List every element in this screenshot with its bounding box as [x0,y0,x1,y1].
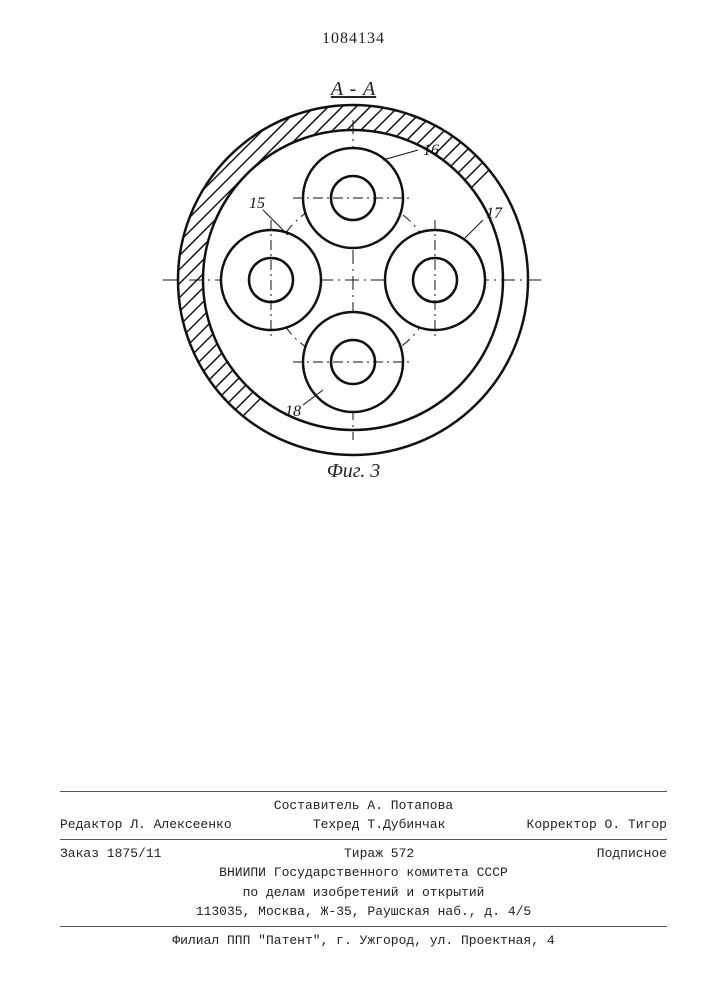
label-16: 16 [423,142,439,159]
footer-org1: ВНИИПИ Государственного комитета СССР [60,863,667,883]
footer-order: Заказ 1875/11 [60,844,161,864]
document-number: 1084134 [0,30,707,48]
label-17: 17 [486,205,503,222]
bore-18 [293,312,413,412]
footer-tech: Техред Т.Дубинчак [313,815,446,835]
footer-editor: Редактор Л. Алексеенко [60,815,232,835]
leader-16 [383,150,418,160]
footer-corrector: Корректор О. Тигор [527,815,667,835]
footer-address1: 113035, Москва, Ж-35, Раушская наб., д. … [60,902,667,922]
footer-address2: Филиал ППП "Патент", г. Ужгород, ул. Про… [60,931,667,951]
label-18: 18 [285,403,301,420]
footer-tirage: Тираж 572 [344,844,414,864]
section-label: A - A [0,78,707,101]
leader-17 [463,220,483,240]
label-15: 15 [249,195,265,212]
page: 1084134 A - A [0,0,707,1000]
footer-org2: по делам изобретений и открытий [60,883,667,903]
bore-15 [221,220,321,340]
figure-label: Фиг. 3 [0,460,707,483]
bore-17 [385,220,485,340]
footer-block: Составитель А. Потапова Редактор Л. Алек… [60,787,667,951]
footer-subscription: Подписное [597,844,667,864]
bore-16 [293,148,413,248]
footer-compiler: Составитель А. Потапова [60,796,667,816]
cross-section-diagram: 15 16 17 18 [163,100,543,460]
